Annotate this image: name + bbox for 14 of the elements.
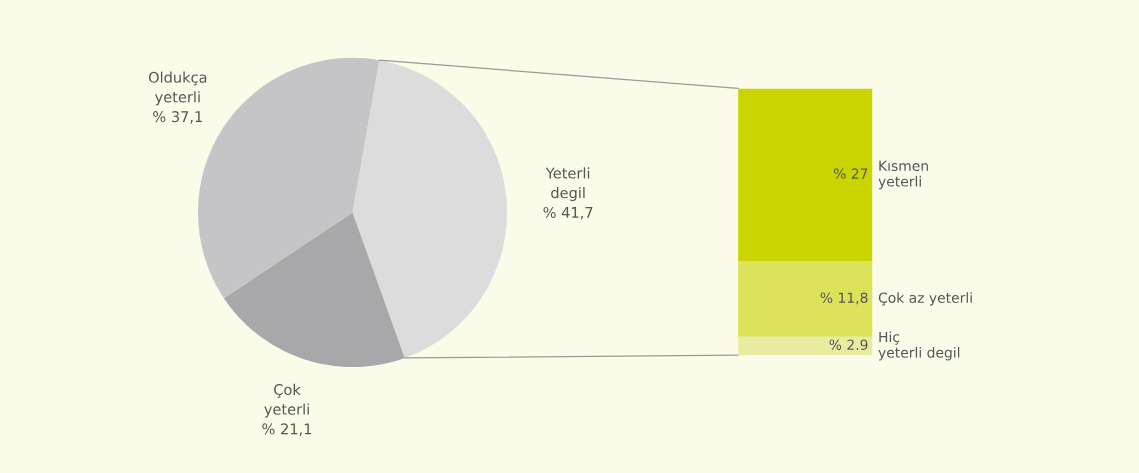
series-label: Çok az yeterli [878,292,972,306]
slice-label: Yeterli degil [545,167,590,202]
data-label: % 21,1 [262,423,312,436]
data-label: % 27 [833,168,868,179]
slice-label: Oldukça yeterli [148,71,207,106]
data-label: % 2.9 [829,339,868,350]
series-label: Hiç yeterli degil [878,331,960,361]
data-label: % 37,1 [153,111,202,124]
series-label: Kısmen yeterli [878,160,928,190]
slice-label: Çok yeterli [264,383,309,418]
pie-slice [352,60,508,358]
data-label: % 11,8 [820,292,868,305]
data-label: % 41,7 [543,206,593,220]
pie-slice [223,212,405,367]
